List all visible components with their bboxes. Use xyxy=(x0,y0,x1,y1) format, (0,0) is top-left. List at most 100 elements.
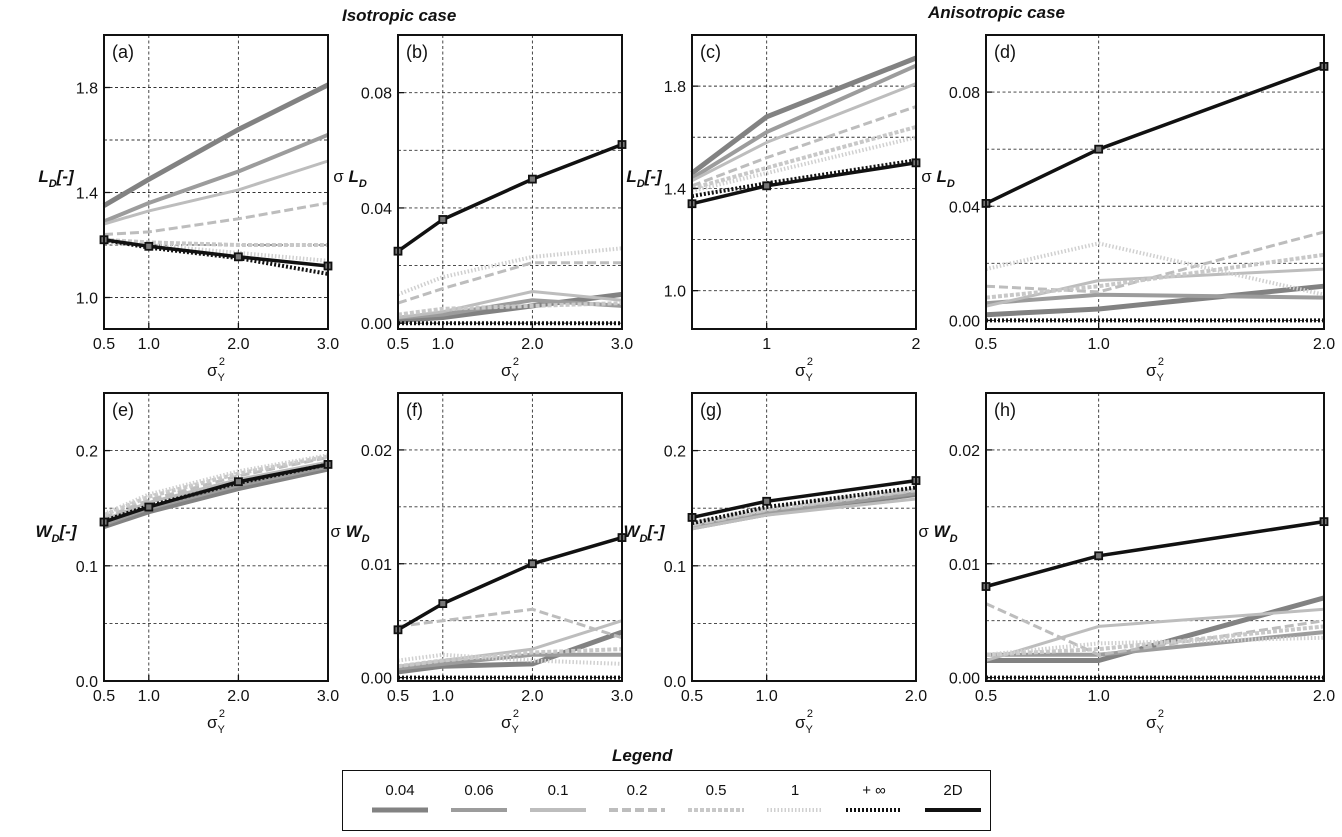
legend-title: Legend xyxy=(612,746,673,765)
legend-label: 0.06 xyxy=(464,782,494,799)
series-line-0.06 xyxy=(985,292,1325,306)
x-tick-label: 3.0 xyxy=(611,336,633,353)
series-line-0.2 xyxy=(397,607,623,640)
series-line-2D xyxy=(396,142,623,253)
series-line-0.2 xyxy=(691,105,917,188)
y-tick-label: 0.02 xyxy=(949,443,980,460)
legend-line-sample xyxy=(688,808,744,812)
legend-line-sample xyxy=(372,807,428,813)
isotropic-case-title: Isotropic case xyxy=(342,6,457,25)
y-tick-label: 0.04 xyxy=(949,199,980,216)
legend-label: + ∞ xyxy=(862,782,886,799)
x-axis-label: σY2 xyxy=(1146,708,1165,736)
y-axis-label: σ LD xyxy=(921,167,955,190)
legend-line-sample xyxy=(767,808,823,812)
x-tick-label: 0.5 xyxy=(975,336,997,353)
x-tick-label: 2.0 xyxy=(227,688,249,705)
x-tick-label: 0.5 xyxy=(975,688,997,705)
series-line-0.04 xyxy=(397,291,623,323)
x-tick-label: 3.0 xyxy=(317,688,339,705)
x-tick-label: 0.5 xyxy=(387,336,409,353)
legend-item: 0.04 xyxy=(365,781,435,815)
y-tick-label: 0.02 xyxy=(361,443,392,460)
series-line-1 xyxy=(985,635,1325,657)
series-line-2D xyxy=(985,519,1325,589)
y-tick-label: 1.8 xyxy=(664,79,686,96)
x-tick-label: 1.0 xyxy=(756,688,778,705)
series-line-0.1 xyxy=(985,267,1325,308)
series-line-0.04 xyxy=(397,629,623,675)
series-line-0.2 xyxy=(985,230,1325,294)
chart-panel-e: 0.5 1.0 2.0 3.0 0.0 0.1 0.2 (e) σY2 WD[-] xyxy=(36,392,339,736)
chart-panel-h: 0.5 1.0 2.0 0.00 0.01 0.02 (h) σY2 σ WD xyxy=(918,392,1335,736)
series-line-+ ∞ xyxy=(103,237,329,276)
series-line-2D xyxy=(397,535,623,632)
anisotropic-case-title: Anisotropic case xyxy=(928,3,1065,22)
series-line-0.2 xyxy=(985,602,1325,657)
data-point-2d xyxy=(528,174,537,184)
x-axis-label: σY2 xyxy=(207,708,226,736)
legend-line-sample xyxy=(925,808,981,812)
chart-panel-f: 0.5 1.0 2.0 3.0 0.00 0.01 0.02 (f) σY2 σ WD xyxy=(330,392,633,736)
x-tick-label: 1.0 xyxy=(138,688,160,705)
x-tick-label: 1.0 xyxy=(1088,336,1110,353)
series-line-+ ∞ xyxy=(691,158,917,199)
x-tick-label: 0.5 xyxy=(93,336,115,353)
x-tick-label: 2 xyxy=(912,336,921,353)
x-tick-label: 1.0 xyxy=(1088,688,1110,705)
y-tick-label: 0.01 xyxy=(949,557,980,574)
x-tick-label: 0.5 xyxy=(387,688,409,705)
series-line-0.04 xyxy=(690,55,917,176)
legend-item: 2D xyxy=(918,781,988,815)
panel-label: (g) xyxy=(700,400,722,420)
x-tick-label: 1.0 xyxy=(432,688,454,705)
series-line-0.1 xyxy=(103,460,329,522)
y-tick-label: 0.04 xyxy=(361,201,392,218)
y-tick-label: 0.1 xyxy=(76,559,98,576)
plot-frame xyxy=(691,34,917,330)
y-tick-label: 0.0 xyxy=(664,674,686,691)
series-line-0.5 xyxy=(691,125,917,191)
y-tick-label: 1.4 xyxy=(664,181,686,198)
y-tick-label: 0.08 xyxy=(949,85,980,102)
chart-panel-b: 0.5 1.0 2.0 3.0 0.00 0.04 0.08 (b) σY2 σ LD xyxy=(333,34,633,384)
plot-frame xyxy=(985,34,1325,330)
x-tick-label: 2.0 xyxy=(521,688,543,705)
series-line-2D xyxy=(985,64,1325,205)
figure-panels: 0.5 1.0 2.0 3.0 1.0 1.4 1.8 (a) σY2 LD[-] 0.5 1.0 2.… xyxy=(36,34,1335,736)
series-line-0.06 xyxy=(397,652,622,671)
y-tick-label: 1.8 xyxy=(76,81,98,98)
x-tick-label: 2.0 xyxy=(521,336,543,353)
y-axis-label: LD[-] xyxy=(38,167,75,190)
legend-item: 0.06 xyxy=(444,781,514,815)
legend-line-sample xyxy=(846,808,902,812)
x-tick-label: 2.0 xyxy=(227,336,249,353)
y-tick-label: 0.00 xyxy=(949,671,980,688)
x-tick-label: 2.0 xyxy=(905,688,927,705)
chart-panel-c: 1 2 1.0 1.4 1.8 (c) σY2 LD[-] xyxy=(626,34,921,384)
plot-frame xyxy=(397,392,623,682)
x-tick-label: 3.0 xyxy=(611,688,633,705)
legend: 0.04 0.06 0.1 0.2 0.5 1 + ∞ 2D xyxy=(342,770,991,831)
legend-label: 2D xyxy=(943,782,963,799)
series-line-0.1 xyxy=(985,607,1325,662)
y-tick-label: 1.4 xyxy=(76,186,98,203)
data-point-2d xyxy=(762,181,772,191)
panel-label: (a) xyxy=(112,42,134,62)
x-axis-label: σY2 xyxy=(1146,356,1165,384)
x-tick-label: 2.0 xyxy=(1313,336,1335,353)
plot-frame xyxy=(691,392,917,682)
panel-label: (d) xyxy=(994,42,1016,62)
x-tick-label: 1 xyxy=(762,336,771,353)
y-tick-label: 0.2 xyxy=(664,444,686,461)
x-axis-label: σY2 xyxy=(207,356,226,384)
data-point-2d xyxy=(233,477,243,487)
y-axis-label: WD[-] xyxy=(624,522,666,545)
chart-panel-a: 0.5 1.0 2.0 3.0 1.0 1.4 1.8 (a) σY2 LD[-] xyxy=(38,34,339,384)
data-point-2d xyxy=(1094,551,1104,561)
y-axis-label: σ WD xyxy=(330,522,369,545)
plot-frame xyxy=(103,34,329,330)
x-tick-label: 2.0 xyxy=(1313,688,1335,705)
x-tick-label: 0.5 xyxy=(681,688,703,705)
y-axis-label: σ WD xyxy=(918,522,957,545)
